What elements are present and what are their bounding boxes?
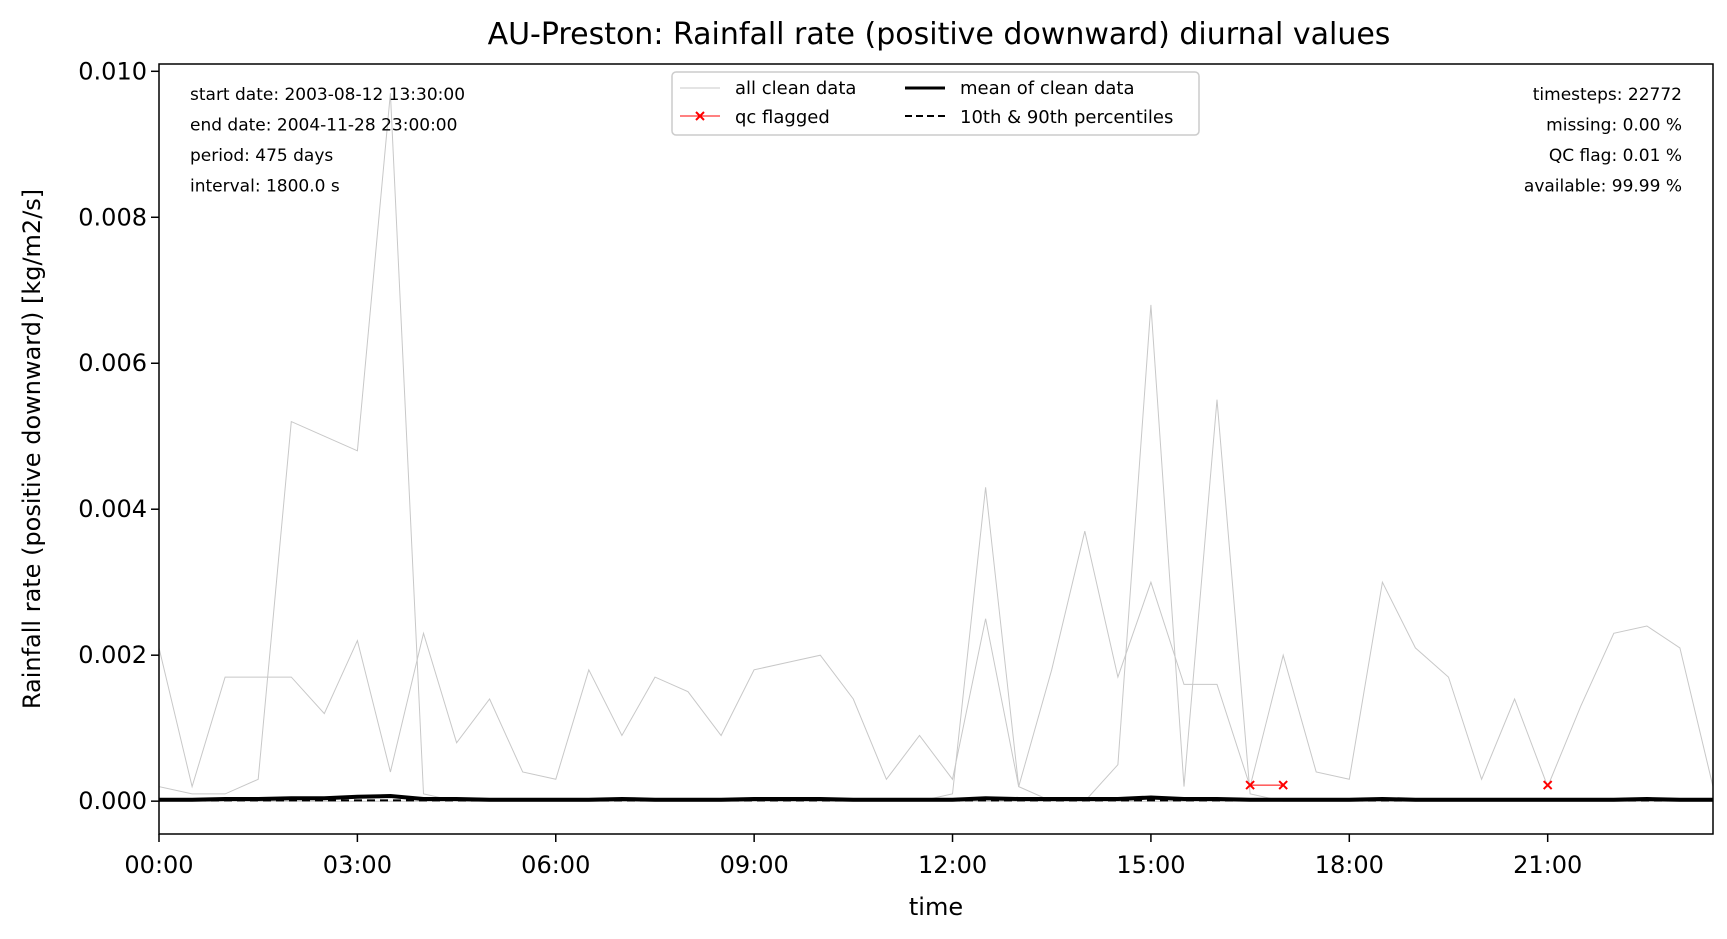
y-tick-label: 0.006 (78, 349, 147, 377)
legend-qc-marker (695, 111, 705, 121)
x-tick-label: 15:00 (1116, 851, 1185, 879)
x-tick-label: 09:00 (720, 851, 789, 879)
mean-series-line (159, 793, 1713, 802)
plot-frame (158, 63, 1714, 835)
info-right-line: timesteps: 22772 (1533, 85, 1682, 105)
clean-data-line (159, 530, 1713, 789)
x-tick-label: 03:00 (323, 851, 392, 879)
qc-flagged-marker (1542, 780, 1553, 790)
y-tick-label: 0.010 (78, 57, 147, 85)
qc-flagged-marker (1278, 780, 1288, 790)
x-tick-label: 06:00 (521, 851, 590, 879)
info-left-line: period: 475 days (190, 146, 333, 166)
legend-mean-label: mean of clean data (960, 78, 1135, 99)
info-right-line: available: 99.99 % (1524, 177, 1682, 197)
x-axis-label: time (909, 893, 963, 921)
y-axis-label: Rainfall rate (positive downward) [kg/m2… (18, 189, 46, 709)
info-left-line: end date: 2004-11-28 23:00:00 (190, 116, 457, 136)
legend-qc-label: qc flagged (735, 107, 830, 128)
legend-percentile-label: 10th & 90th percentiles (960, 107, 1173, 128)
info-right-line: QC flag: 0.01 % (1549, 146, 1682, 166)
axes: 00:00 03:00 06:00 09:00 12:00 15:00 18:00 21:00… (78, 57, 1714, 879)
legend-box (671, 71, 1200, 136)
info-right-line: missing: 0.00 % (1546, 116, 1682, 136)
plot-area (159, 93, 1713, 802)
y-tick-label: 0.004 (78, 495, 147, 523)
y-tick-label: 0.008 (78, 203, 147, 231)
legend-clean-label: all clean data (735, 78, 856, 99)
y-tick-label: 0.002 (78, 641, 147, 669)
info-left-line: interval: 1800.0 s (190, 177, 340, 197)
x-tick-label: 18:00 (1315, 851, 1384, 879)
x-tick-label: 12:00 (918, 851, 987, 879)
y-tick-label: 0.000 (78, 787, 147, 815)
legend: all clean data qc flagged mean of clean da… (671, 71, 1200, 136)
qc-flagged-marker (1245, 780, 1255, 790)
x-tick-label: 21:00 (1513, 851, 1582, 879)
info-panel: start date: 2003-08-12 13:30:00 end date:… (190, 85, 1682, 197)
info-left-line: start date: 2003-08-12 13:30:00 (190, 85, 465, 105)
x-tick-label: 00:00 (124, 851, 193, 879)
chart-title: AU-Preston: Rainfall rate (positive down… (488, 17, 1391, 52)
